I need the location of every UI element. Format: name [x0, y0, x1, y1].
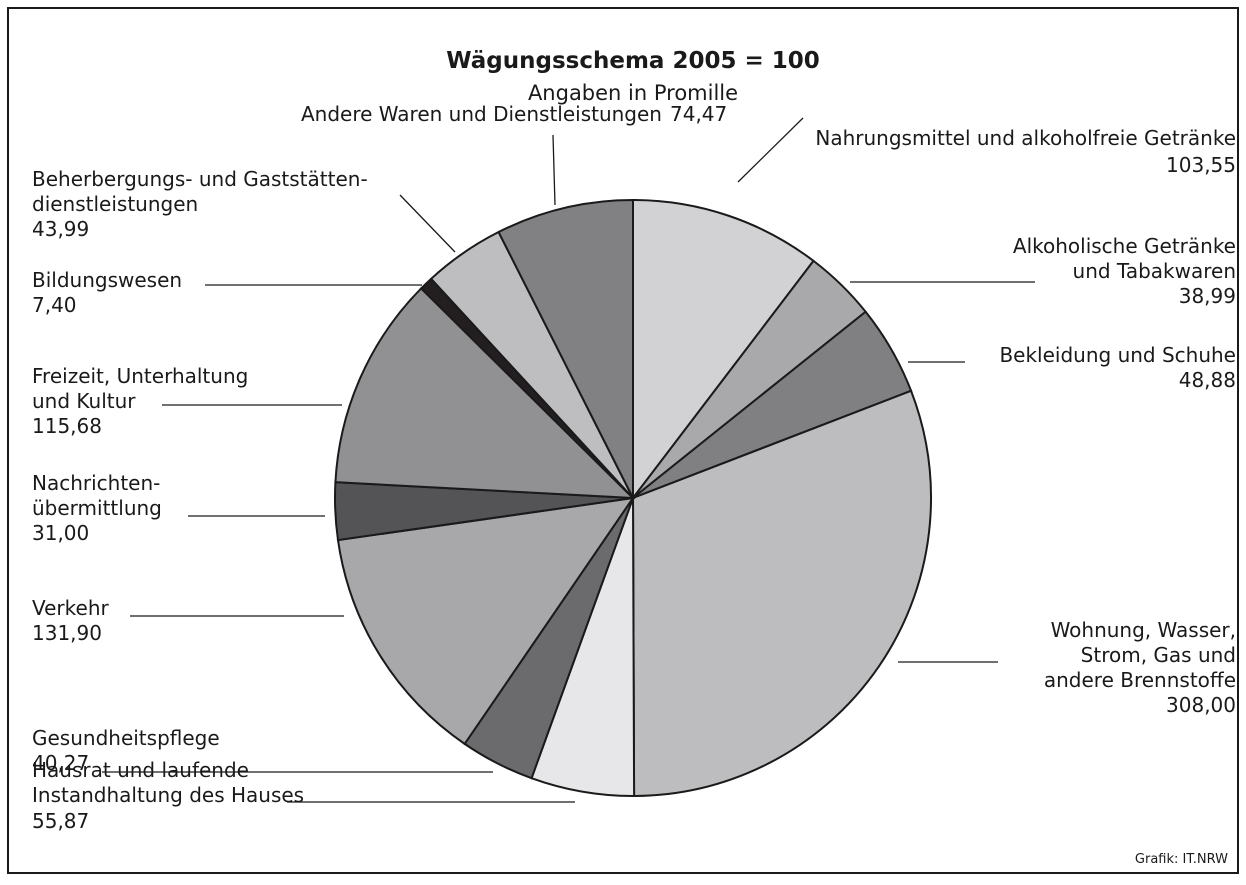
chart-subtitle: Angaben in Promille	[528, 81, 738, 105]
value-label: 38,99	[1179, 284, 1236, 308]
value-label: 74,47	[670, 102, 727, 126]
slice-label: Bekleidung und Schuhe	[999, 343, 1236, 367]
value-label: 40,27	[32, 751, 89, 775]
value-label: 7,40	[32, 293, 77, 317]
value-label: 31,00	[32, 521, 89, 545]
value-label: 48,88	[1179, 368, 1236, 392]
pie-slice	[497, 198, 634, 499]
leader-line	[737, 117, 804, 183]
slice-label: Alkoholische Getränke und Tabakwaren	[1013, 234, 1236, 283]
slice-label: Wohnung, Wasser, Strom, Gas und andere Bre…	[1044, 618, 1236, 692]
slice-label: Freizeit, Unterhaltung und Kultur	[32, 364, 248, 413]
pie-slice	[334, 287, 636, 500]
slice-label: Nahrungsmittel und alkoholfreie Getränke	[815, 126, 1236, 150]
pie-slice	[631, 389, 932, 798]
pie-slice	[336, 496, 636, 746]
slice-label: Verkehr	[32, 596, 110, 620]
leader-line	[399, 194, 456, 253]
credit: Grafik: IT.NRW	[1135, 852, 1228, 867]
value-label: 43,99	[32, 217, 89, 241]
value-label: 131,90	[32, 621, 102, 645]
slice-label: Nachrichten-übermittlung	[32, 471, 162, 520]
value-label: 115,68	[32, 414, 102, 438]
slice-label: Beherbergungs- und Gaststätten-dienstlei…	[32, 167, 368, 216]
value-label: 103,55	[1166, 153, 1236, 177]
value-label: 55,87	[32, 809, 89, 833]
pie-slice	[632, 198, 815, 501]
slice-label: Bildungswesen	[32, 268, 182, 292]
slice-label: Gesundheitspflege	[32, 726, 220, 750]
slice-label: Andere Waren und Dienstleistungen	[301, 102, 662, 126]
leader-line	[552, 134, 556, 206]
value-label: 308,00	[1166, 693, 1236, 717]
slice-label: Hausrat und laufende Instandhaltung des H…	[32, 758, 304, 807]
chart-title: Wägungsschema 2005 = 100	[446, 48, 820, 74]
